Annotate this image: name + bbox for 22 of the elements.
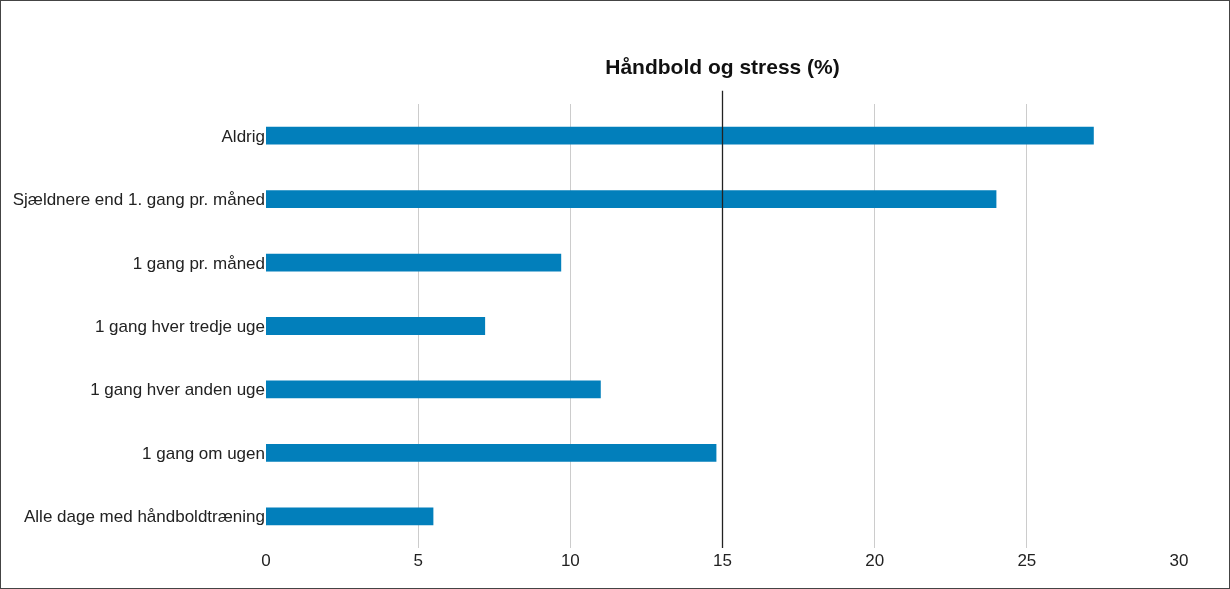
y-tick-label: 1 gang pr. måned [132, 253, 265, 273]
x-tick-label: 30 [1169, 551, 1189, 570]
y-tick-label: 1 gang hver tredje uge [94, 316, 265, 336]
y-tick-label: Sjældnere end 1. gang pr. måned [12, 190, 265, 210]
y-tick-label: Alle dage med håndboldtræning [23, 507, 265, 527]
x-tick-label: 25 [1017, 551, 1037, 570]
x-tick-label: 15 [713, 551, 732, 570]
bar [266, 190, 997, 209]
x-tick-label: 20 [865, 551, 885, 570]
y-tick-label: 1 gang hver anden uge [90, 380, 265, 400]
bar [266, 443, 717, 462]
x-tick-label: 5 [413, 551, 423, 570]
chart-title: Håndbold og stress (%) [605, 55, 840, 79]
bar [266, 317, 486, 335]
bar [266, 507, 434, 526]
bar [266, 380, 601, 399]
y-tick-label: 1 gang om ugen [142, 443, 265, 463]
y-tick-label: Aldrig [221, 126, 265, 146]
bar [266, 253, 562, 272]
bar [266, 126, 1094, 145]
x-tick-label: 0 [261, 551, 271, 570]
x-tick-label: 10 [560, 551, 580, 570]
